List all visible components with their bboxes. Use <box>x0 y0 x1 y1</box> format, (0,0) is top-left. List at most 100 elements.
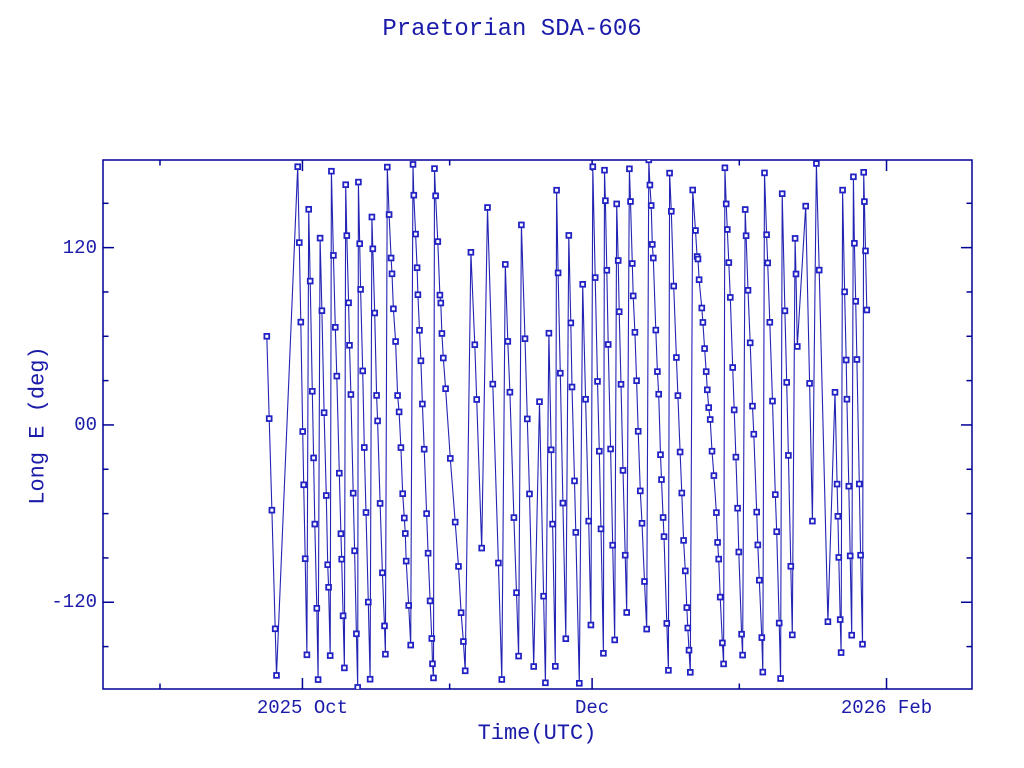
data-point-marker <box>301 555 309 562</box>
data-point-marker <box>761 169 768 177</box>
data-point-marker <box>699 319 707 326</box>
data-point-marker <box>666 169 673 177</box>
data-point-marker <box>654 368 661 375</box>
data-point-marker <box>333 372 341 380</box>
data-point-marker <box>410 191 418 199</box>
data-point-marker <box>335 469 343 477</box>
data-point-marker <box>515 652 522 660</box>
data-point-marker <box>446 455 454 462</box>
data-point-marker <box>395 408 403 416</box>
data-point-marker <box>783 379 790 386</box>
data-point-marker <box>559 499 567 507</box>
data-point-marker <box>461 667 469 675</box>
data-point-marker <box>341 664 348 672</box>
data-point-marker <box>506 388 514 396</box>
data-point-marker <box>432 192 439 200</box>
y-tick-label: -120 <box>51 591 97 614</box>
data-point-marker <box>846 552 854 560</box>
data-point-marker <box>416 326 423 334</box>
data-point-marker <box>741 206 749 213</box>
data-point-marker <box>353 630 360 638</box>
data-point-marker <box>521 335 529 342</box>
data-point-marker <box>710 472 718 479</box>
data-point-marker <box>401 530 409 537</box>
data-point-marker <box>629 292 637 300</box>
data-point-marker <box>387 254 395 262</box>
data-point-marker <box>568 383 576 391</box>
data-point-marker <box>501 261 509 268</box>
data-point-marker <box>382 650 389 658</box>
x-tick-label: 2026 Feb <box>840 697 933 719</box>
data-point-marker <box>434 238 442 245</box>
data-point-marker <box>589 163 597 171</box>
data-point-marker <box>611 636 618 644</box>
data-point-marker <box>424 549 432 557</box>
data-point-marker <box>687 669 694 676</box>
data-point-marker <box>833 480 841 488</box>
data-point-marker <box>792 270 800 278</box>
data-point-marker <box>775 619 783 627</box>
data-point-marker <box>437 299 445 307</box>
data-point-marker <box>746 339 754 347</box>
data-point-marker <box>412 230 419 238</box>
data-point-marker <box>787 563 795 570</box>
data-point-marker <box>789 631 796 639</box>
data-point-marker <box>587 621 595 629</box>
data-point-marker <box>708 447 716 455</box>
data-point-marker <box>754 541 762 549</box>
data-point-marker <box>504 338 512 345</box>
data-point-marker <box>614 257 622 264</box>
data-point-marker <box>345 299 352 307</box>
data-point-marker <box>600 650 607 657</box>
data-point-marker <box>683 604 691 611</box>
data-point-marker <box>621 551 629 559</box>
data-point-marker <box>631 328 639 336</box>
data-point-marker <box>428 635 436 642</box>
data-point-marker <box>460 638 467 645</box>
data-point-marker <box>371 309 378 317</box>
data-point-marker <box>530 663 537 670</box>
data-point-marker <box>794 343 801 350</box>
data-point-marker <box>585 517 592 525</box>
data-point-marker <box>263 332 271 340</box>
data-point-marker <box>785 452 792 459</box>
data-point-marker <box>392 338 399 345</box>
data-point-marker <box>471 341 479 348</box>
data-point-marker <box>738 630 745 638</box>
data-point-marker <box>769 397 776 405</box>
data-point-marker <box>316 234 324 242</box>
data-point-marker <box>498 676 506 683</box>
data-point-marker <box>831 388 839 396</box>
data-point-marker <box>638 520 646 527</box>
data-point-marker <box>759 668 767 676</box>
data-point-marker <box>676 448 684 456</box>
chart-title: Praetorian SDA-606 <box>382 16 642 43</box>
data-point-marker <box>852 297 859 305</box>
data-point-marker <box>680 537 687 544</box>
x-tick-label: Dec <box>574 697 610 719</box>
data-point-marker <box>417 357 425 365</box>
data-point-marker <box>713 509 720 516</box>
data-point-marker <box>351 547 358 555</box>
data-point-marker <box>405 602 412 609</box>
data-point-marker <box>647 202 655 209</box>
data-point-marker <box>668 207 675 215</box>
data-point-marker <box>495 559 502 567</box>
data-point-marker <box>314 676 322 683</box>
data-point-marker <box>419 400 426 408</box>
data-point-marker <box>719 639 726 647</box>
data-point-marker <box>330 252 337 259</box>
data-point-marker <box>706 416 714 423</box>
data-point-marker <box>554 269 562 277</box>
data-point-marker <box>400 514 408 522</box>
data-point-marker <box>297 318 305 326</box>
data-point-marker <box>540 592 547 600</box>
data-point-marker <box>331 323 339 331</box>
data-point-marker <box>295 239 303 246</box>
data-point-marker <box>407 641 414 649</box>
data-point-marker <box>857 551 864 559</box>
data-point-marker <box>354 684 361 689</box>
data-point-marker <box>806 380 813 387</box>
